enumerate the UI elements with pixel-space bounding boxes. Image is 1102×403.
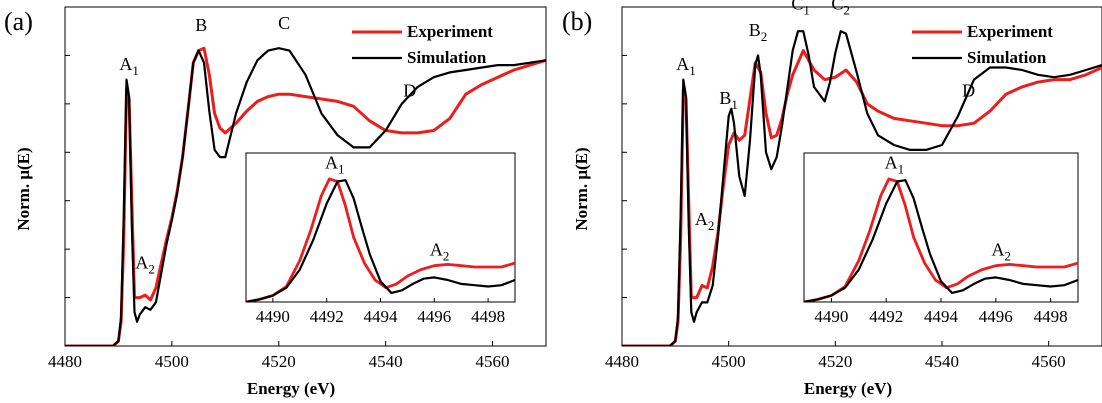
peak-label: C2 [831, 0, 850, 17]
legend-label: Experiment [407, 22, 493, 41]
panel-label: (a) [4, 7, 33, 36]
peak-subscript: 1 [132, 63, 139, 78]
x-tick-label: 4520 [262, 352, 296, 371]
inset-x-tick-label: 4494 [924, 307, 959, 326]
inset-x-tick-label: 4492 [310, 307, 344, 326]
inset-peak-label: A2 [992, 239, 1012, 263]
inset-peak-label: A1 [325, 153, 345, 177]
peak-label: D [403, 81, 416, 101]
peak-label: B2 [749, 20, 768, 44]
peak-letter: C [791, 0, 803, 13]
peak-subscript: 1 [338, 162, 345, 177]
peak-letter: D [962, 81, 975, 101]
inset-peak-label: A2 [430, 239, 450, 263]
inset-peak-label: A1 [885, 153, 905, 177]
inset-x-tick-label: 4490 [814, 307, 848, 326]
peak-subscript: 1 [803, 2, 810, 17]
x-tick-label: 4520 [818, 352, 852, 371]
panel-b: (b) Norm. μ(E) Energy (eV) 4480 4500 4520 4… [562, 0, 1102, 398]
peak-letter: B [195, 15, 207, 35]
peak-label: A1 [676, 54, 696, 78]
experiment-series-line [622, 49, 1102, 346]
peak-label: B1 [719, 88, 738, 112]
peak-letter: A [885, 153, 898, 173]
peak-label: C1 [791, 0, 810, 17]
peak-letter: C [278, 13, 290, 33]
peak-letter: A [992, 239, 1005, 259]
peak-subscript: 1 [689, 63, 696, 78]
peak-label: A2 [135, 253, 155, 277]
peak-letter: B [749, 20, 761, 40]
peak-letter: A [135, 253, 148, 273]
inset-x-tick-label: 4494 [364, 307, 399, 326]
peak-subscript: 2 [843, 2, 850, 17]
peak-letter: A [325, 153, 338, 173]
peak-subscript: 1 [731, 97, 738, 112]
peak-subscript: 2 [1005, 248, 1012, 263]
inset-x-tick-label: 4492 [869, 307, 903, 326]
x-tick-label: 4480 [48, 352, 82, 371]
inset-x-tick-label: 4490 [256, 307, 290, 326]
peak-letter: A [695, 209, 708, 229]
plot-frame [64, 6, 547, 347]
peak-letter: B [719, 88, 731, 108]
panel-a: (a) Norm. μ(E) Energy (eV) 4480 4500 4520 4… [4, 6, 547, 398]
legend-label: Simulation [407, 48, 487, 67]
x-tick-label: 4560 [476, 352, 510, 371]
panel-label: (b) [562, 7, 592, 36]
peak-subscript: 2 [761, 29, 768, 44]
y-axis-label: Norm. μ(E) [572, 147, 591, 230]
y-axis-label: Norm. μ(E) [14, 147, 33, 230]
simulation-series-line [622, 30, 1102, 346]
inset-x-tick-label: 4498 [1034, 307, 1068, 326]
peak-subscript: 1 [898, 162, 905, 177]
peak-letter: A [676, 54, 689, 74]
peak-label: D [962, 81, 975, 101]
inset-simulation-line [804, 179, 1078, 302]
peak-letter: A [430, 239, 443, 259]
peak-label: B [195, 15, 207, 35]
peak-subscript: 2 [708, 218, 715, 233]
x-tick-label: 4480 [605, 352, 639, 371]
simulation-series-line [65, 47, 546, 346]
peak-label: C [278, 13, 290, 33]
peak-label: A2 [695, 209, 715, 233]
x-tick-label: 4540 [369, 352, 403, 371]
peak-letter: C [831, 0, 843, 13]
inset-simulation-line [246, 179, 515, 302]
peak-subscript: 2 [148, 262, 155, 277]
legend-label: Experiment [967, 22, 1053, 41]
plot-frame [621, 6, 1102, 347]
x-tick-label: 4500 [155, 352, 189, 371]
x-axis-label: Energy (eV) [247, 379, 335, 398]
inset-experiment-line [246, 177, 515, 302]
inset-x-tick-label: 4496 [979, 307, 1013, 326]
x-axis-label: Energy (eV) [804, 379, 892, 398]
peak-letter: D [403, 81, 416, 101]
inset-x-tick-label: 4496 [417, 307, 451, 326]
peak-letter: A [119, 54, 132, 74]
inset-experiment-line [804, 177, 1078, 302]
legend-label: Simulation [967, 48, 1047, 67]
x-tick-label: 4560 [1032, 352, 1066, 371]
peak-label: A1 [119, 54, 139, 78]
inset-x-tick-label: 4498 [471, 307, 505, 326]
x-tick-label: 4540 [925, 352, 959, 371]
x-tick-label: 4500 [712, 352, 746, 371]
peak-subscript: 2 [443, 248, 450, 263]
